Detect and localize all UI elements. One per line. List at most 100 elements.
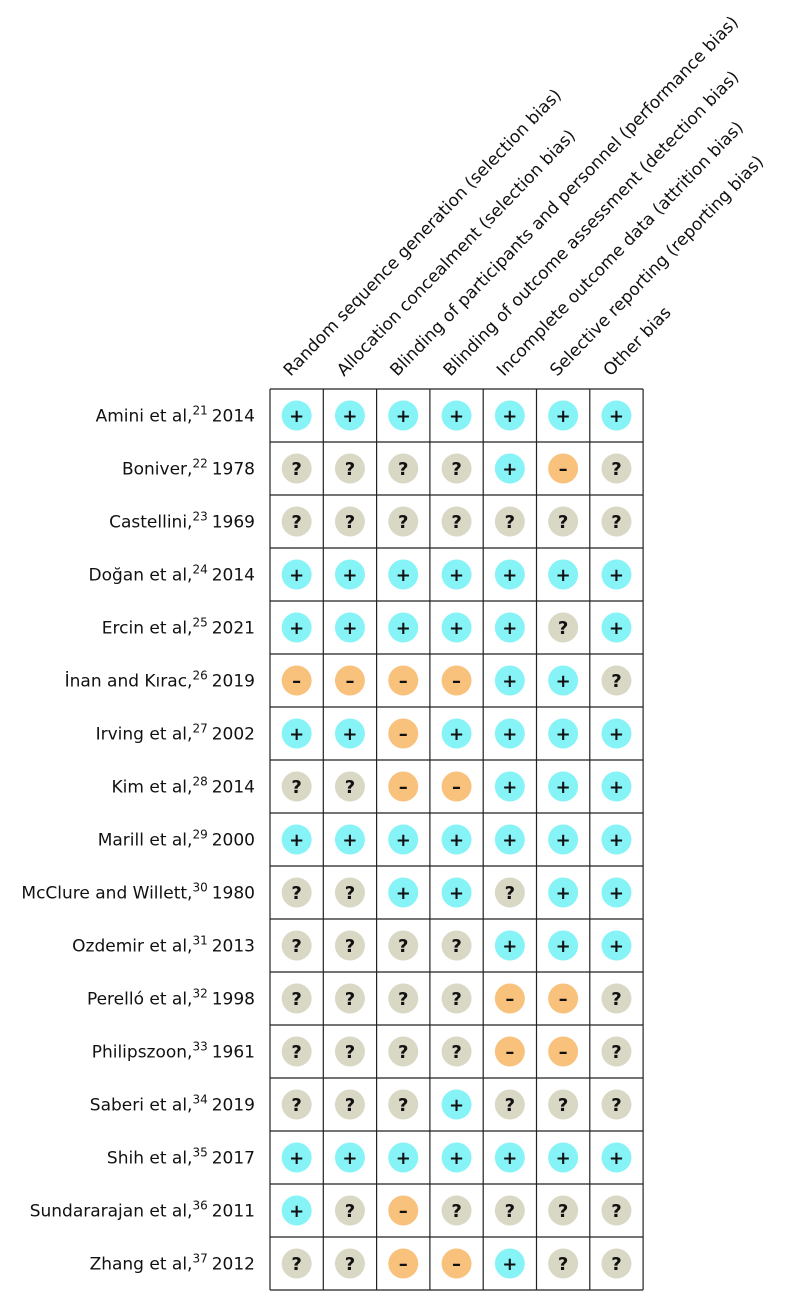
rating-circle (281, 1142, 312, 1173)
rating-circle (281, 983, 312, 1014)
year: 2012 (212, 1255, 255, 1275)
rating-circle (441, 400, 472, 431)
rating-circle (388, 453, 419, 484)
rating-symbol: – (399, 671, 408, 692)
rating-symbol: + (556, 883, 571, 904)
rating-symbol: + (502, 671, 517, 692)
rating-symbol: ? (345, 1254, 355, 1275)
study-name: Boniver, (122, 460, 192, 480)
year: 1980 (212, 884, 255, 904)
rating-circle (601, 718, 632, 749)
reference: 37 (192, 1252, 207, 1266)
rating-symbol: – (399, 724, 408, 745)
rating-symbol: – (292, 671, 301, 692)
rating-circle (388, 824, 419, 855)
rating-symbol: ? (558, 512, 568, 533)
study-label: Amini et al,21 2014 (96, 404, 255, 427)
rating-circle (548, 930, 579, 961)
rating-symbol: + (289, 1201, 304, 1222)
rating-circle (548, 559, 579, 590)
rating-circle (388, 1248, 419, 1279)
study-label: Irving et al,27 2002 (96, 722, 255, 745)
rating-symbol: ? (451, 936, 461, 957)
study-label: Doğan et al,24 2014 (89, 563, 256, 586)
rating-circle (494, 1036, 525, 1067)
rating-symbol: + (556, 724, 571, 745)
study-name: Shih et al, (107, 1149, 193, 1169)
rating-circle (334, 559, 365, 590)
study-label: İnan and Kırac,26 2019 (65, 669, 255, 692)
rating-symbol: + (502, 724, 517, 745)
rating-circle (548, 1142, 579, 1173)
rating-circle (441, 930, 472, 961)
rating-circle (441, 559, 472, 590)
rating-circle (494, 718, 525, 749)
rating-symbol: ? (505, 512, 515, 533)
rating-symbol: ? (291, 1042, 301, 1063)
rating-symbol: + (609, 777, 624, 798)
rating-circle (281, 453, 312, 484)
study-label: Sundararajan et al,36 2011 (30, 1199, 255, 1222)
rating-symbol: + (396, 830, 411, 851)
reference: 34 (192, 1093, 207, 1107)
rating-circle (601, 453, 632, 484)
study-name: McClure and Willett, (21, 884, 192, 904)
rating-circle (334, 1248, 365, 1279)
rating-symbol: – (452, 671, 461, 692)
reference: 32 (192, 987, 207, 1001)
rating-symbol: ? (291, 883, 301, 904)
rating-circle (494, 1142, 525, 1173)
rating-symbol: ? (345, 459, 355, 480)
rating-circle (548, 506, 579, 537)
rating-circle (494, 1089, 525, 1120)
rating-symbol: ? (611, 989, 621, 1010)
rating-symbol: + (556, 406, 571, 427)
rating-symbol: + (396, 565, 411, 586)
rating-symbol: ? (345, 512, 355, 533)
reference: 29 (192, 828, 207, 842)
rating-circle (601, 1036, 632, 1067)
study-name: Irving et al, (96, 725, 193, 745)
rating-symbol: – (399, 777, 408, 798)
rating-symbol: + (289, 724, 304, 745)
rating-symbol: ? (398, 936, 408, 957)
rating-circle (548, 1036, 579, 1067)
rating-circle (334, 824, 365, 855)
rating-circle (494, 983, 525, 1014)
rating-circle (548, 824, 579, 855)
reference: 23 (192, 510, 207, 524)
rating-circle (441, 1036, 472, 1067)
rating-symbol: ? (451, 1201, 461, 1222)
reference: 33 (192, 1040, 207, 1054)
rating-circle (601, 1142, 632, 1173)
rating-symbol: ? (291, 512, 301, 533)
rating-symbol: ? (611, 1201, 621, 1222)
rating-symbol: + (609, 565, 624, 586)
rating-circle (334, 1142, 365, 1173)
rating-circle (334, 665, 365, 696)
rating-circle (334, 453, 365, 484)
rating-symbol: + (396, 883, 411, 904)
study-name: Kim et al, (112, 778, 193, 798)
study-label: McClure and Willett,30 1980 (21, 881, 255, 904)
study-name: İnan and Kırac, (65, 671, 193, 692)
rating-symbol: + (609, 936, 624, 957)
rating-circle (334, 506, 365, 537)
year: 2000 (212, 831, 255, 851)
reference: 24 (192, 563, 207, 577)
rating-circle (441, 718, 472, 749)
rating-symbol: + (609, 618, 624, 639)
rating-circle (334, 718, 365, 749)
year: 1978 (212, 460, 255, 480)
rating-circle (281, 400, 312, 431)
year: 1998 (212, 990, 255, 1010)
rating-symbol: + (502, 1254, 517, 1275)
rating-symbol: ? (291, 459, 301, 480)
reference: 35 (192, 1146, 207, 1160)
year: 2019 (212, 1096, 255, 1116)
rating-symbol: + (449, 724, 464, 745)
rating-symbol: ? (505, 1201, 515, 1222)
rating-symbol: ? (345, 989, 355, 1010)
rating-symbol: + (289, 406, 304, 427)
